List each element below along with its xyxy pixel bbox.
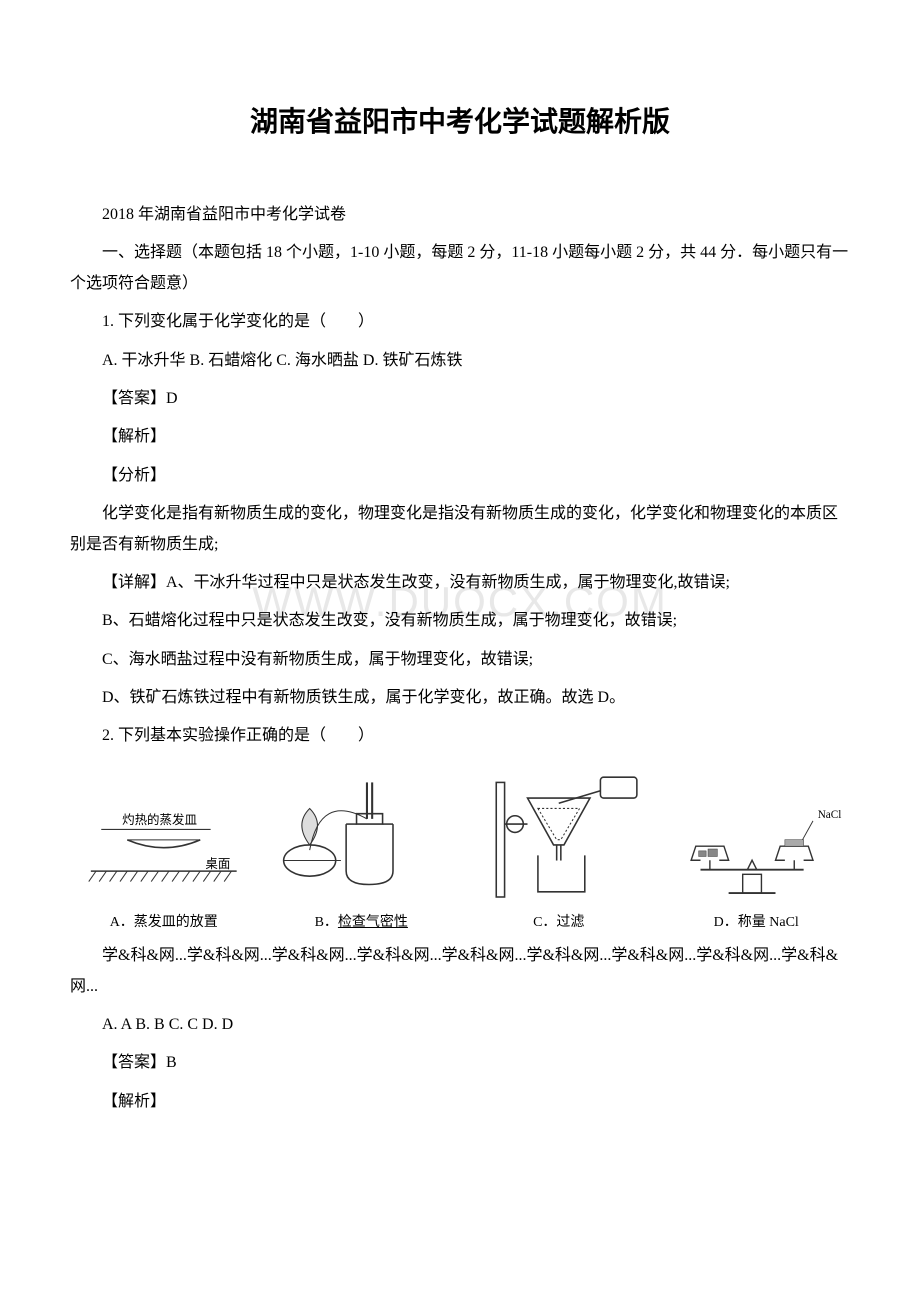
q2-number: 2. — [102, 727, 118, 744]
exam-subtitle: 2018 年湖南省益阳市中考化学试卷 — [70, 200, 850, 230]
figure-c-svg — [465, 772, 653, 907]
figure-c: C．过滤 — [465, 772, 653, 931]
q1-question: 1. 下列变化属于化学变化的是（ ） — [70, 307, 850, 337]
figure-d-label: NaCl — [817, 809, 841, 821]
q1-options: A. 干冰升华 B. 石蜡熔化 C. 海水晒盐 D. 铁矿石炼铁 — [70, 346, 850, 376]
q1-number: 1. — [102, 313, 118, 330]
q1-fenxi-text: 化学变化是指有新物质生成的变化，物理变化是指没有新物质生成的变化，化学变化和物理… — [70, 499, 850, 560]
figure-a-label2: 桌面 — [205, 857, 230, 871]
q1-question-text: 下列变化属于化学变化的是（ ） — [118, 313, 374, 330]
figure-b-svg — [268, 772, 456, 907]
q2-question: 2. 下列基本实验操作正确的是（ ） — [70, 721, 850, 751]
section-intro: 一、选择题（本题包括 18 个小题，1-10 小题，每题 2 分，11-18 小… — [70, 238, 850, 299]
q2-question-text: 下列基本实验操作正确的是（ ） — [118, 727, 374, 744]
figure-a-caption: A．蒸发皿的放置 — [110, 911, 218, 931]
q2-answer: 【答案】B — [70, 1048, 850, 1078]
q1-fenxi-label: 【分析】 — [70, 461, 850, 491]
q1-detail-a: 【详解】A、干冰升华过程中只是状态发生改变，没有新物质生成，属于物理变化,故错误… — [70, 568, 850, 598]
q1-detail-c: C、海水晒盐过程中没有新物质生成，属于物理变化，故错误; — [70, 645, 850, 675]
q2-options: A. A B. B C. C D. D — [70, 1010, 850, 1040]
figure-b-caption: B．检查气密性 — [315, 911, 408, 931]
figure-c-caption: C．过滤 — [533, 911, 584, 931]
q1-detail-d: D、铁矿石炼铁过程中有新物质铁生成，属于化学变化，故正确。故选 D。 — [70, 683, 850, 713]
q2-credit: 学&科&网...学&科&网...学&科&网...学&科&网...学&科&网...… — [70, 941, 850, 1002]
figure-d-caption: D．称量 NaCl — [714, 911, 799, 931]
figure-b: B．检查气密性 — [268, 772, 456, 931]
q2-figures: 灼热的蒸发皿 桌面 A．蒸发皿的放 — [70, 772, 850, 931]
q1-detail-b: B、石蜡熔化过程中只是状态发生改变，没有新物质生成，属于物理变化，故错误; — [70, 606, 850, 636]
q1-analysis-label: 【解析】 — [70, 422, 850, 452]
figure-a: 灼热的蒸发皿 桌面 A．蒸发皿的放 — [70, 793, 258, 932]
page-title: 湖南省益阳市中考化学试题解析版 — [70, 100, 850, 140]
figure-a-svg: 灼热的蒸发皿 桌面 — [70, 793, 258, 908]
q1-answer: 【答案】D — [70, 384, 850, 414]
figure-d: NaCl D．称量 NaCl — [663, 804, 851, 931]
figure-d-svg: NaCl — [663, 804, 851, 907]
figure-a-label1: 灼热的蒸发皿 — [122, 812, 197, 827]
q2-analysis-label: 【解析】 — [70, 1087, 850, 1117]
